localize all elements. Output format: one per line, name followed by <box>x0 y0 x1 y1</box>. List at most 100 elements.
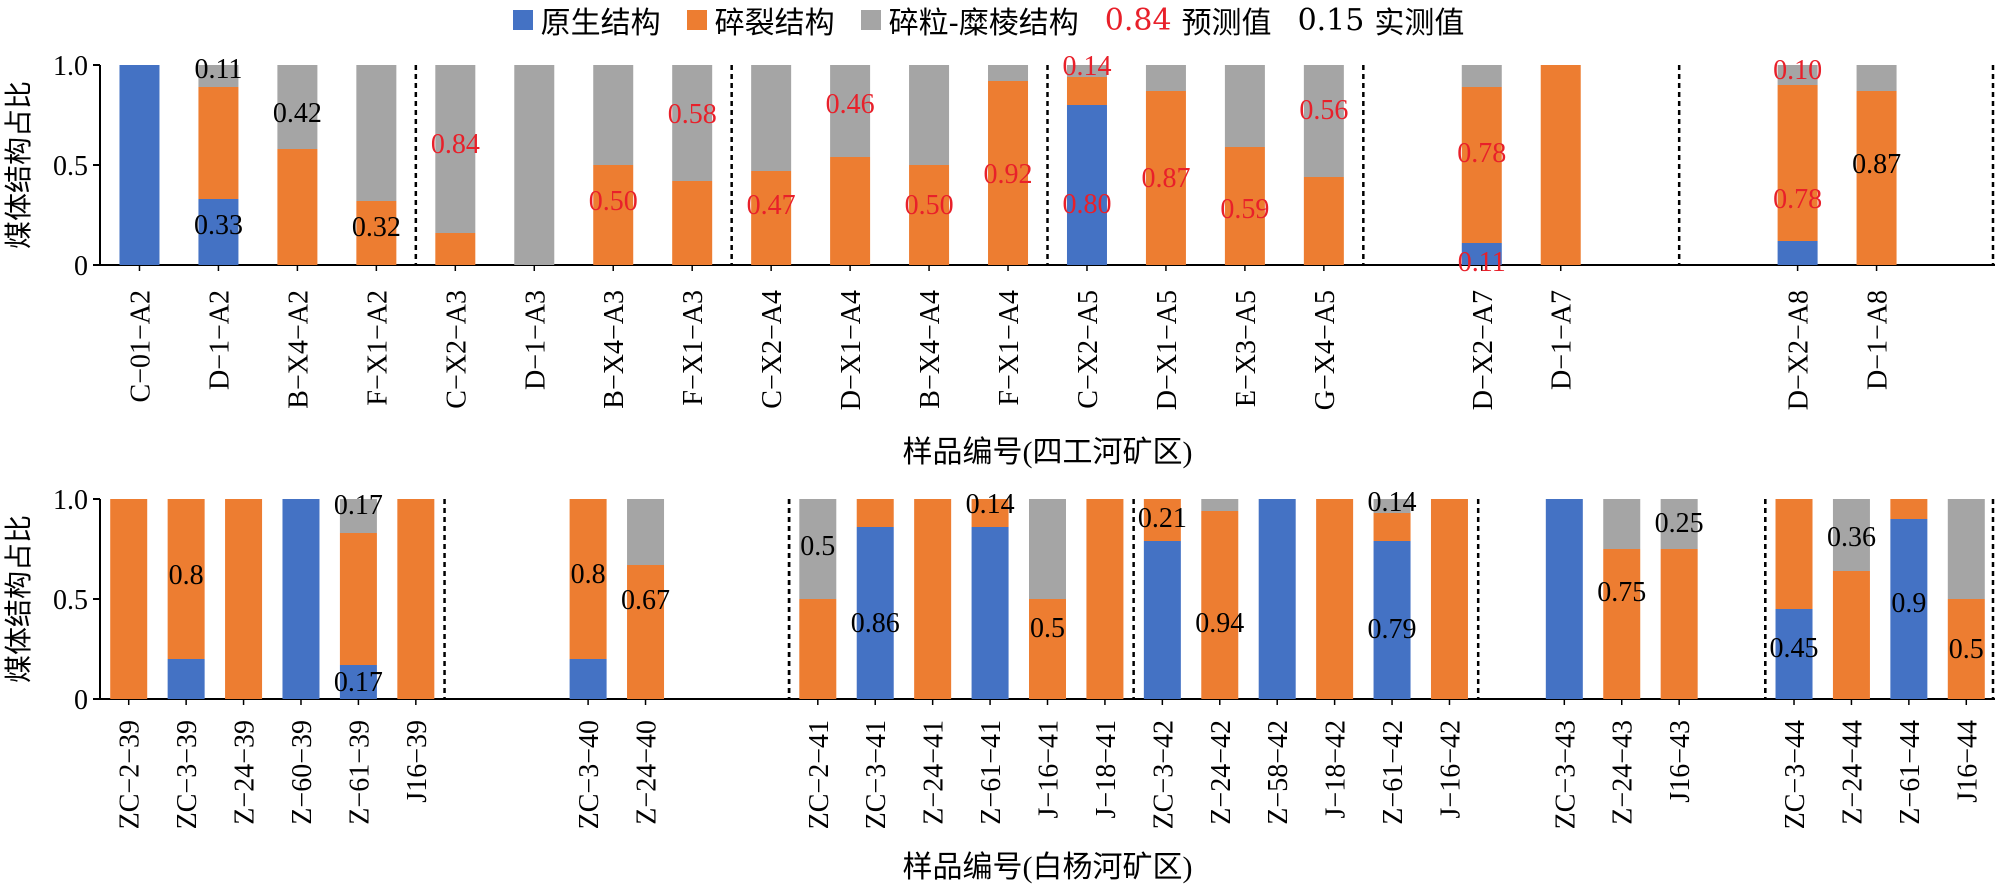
bar-segment-2 <box>593 165 634 265</box>
bar-segment-2 <box>110 499 148 699</box>
legend-item-measured: 0.15 实测值 <box>1298 0 1465 42</box>
bar-segment-3 <box>909 65 950 165</box>
bar-segment-3 <box>1832 499 1870 571</box>
x-tick-label: Z−24−44 <box>1837 720 1868 825</box>
bar-segment-3 <box>988 65 1029 81</box>
bar-segment-3 <box>1201 499 1239 511</box>
y-tick-label: 0 <box>74 251 88 282</box>
bar-segment-1 <box>1890 519 1928 699</box>
bar-segment-2 <box>1373 513 1411 541</box>
legend-label-cataclastic: 碎裂结构 <box>714 6 835 41</box>
bar-segment-3 <box>830 65 871 157</box>
x-tick-label: Z−24−39 <box>230 720 261 825</box>
measured-value-label: 0.45 <box>1770 633 1819 664</box>
measured-value-label: 0.32 <box>352 212 401 243</box>
x-tick-label: J−18−42 <box>1321 720 1352 818</box>
x-tick-label: J16−43 <box>1665 720 1696 803</box>
bar-segment-1 <box>339 665 377 699</box>
legend-item-granulated: 碎粒-糜棱结构 <box>860 0 1079 42</box>
bar-segment-2 <box>914 499 952 699</box>
bar-segment-2 <box>1303 177 1344 265</box>
x-tick-label: ZC−2−39 <box>115 720 146 829</box>
x-tick-label: D−X2−A8 <box>1784 290 1815 410</box>
bar-segment-1 <box>167 659 205 699</box>
y-tick-label: 1.0 <box>53 485 88 516</box>
legend-swatch-cataclastic <box>686 10 707 30</box>
bar-segment-1 <box>1066 105 1107 265</box>
x-tick-label: J16−44 <box>1952 720 1983 803</box>
predicted-value-label: 0.59 <box>1220 194 1269 225</box>
bar-segment-2 <box>1066 77 1107 105</box>
bar-segment-2 <box>356 201 397 265</box>
bar-segment-2 <box>1775 499 1813 609</box>
x-tick-label: C−X2−A3 <box>441 290 472 409</box>
bar-segment-2 <box>830 157 871 265</box>
bar-segment-3 <box>514 65 555 265</box>
x-tick-label: ZC−3−43 <box>1550 720 1581 829</box>
measured-value-label: 0.36 <box>1827 522 1876 553</box>
bar-segment-2 <box>1777 85 1818 241</box>
x-tick-label: Z−61−42 <box>1378 720 1409 825</box>
x-tick-label: E−X3−A5 <box>1231 290 1262 407</box>
bar-segment-2 <box>198 87 239 199</box>
bar-segment-2 <box>277 149 318 265</box>
bar-segment-1 <box>1777 241 1818 265</box>
legend-predicted-sample: 0.84 <box>1104 2 1172 38</box>
y-tick-label: 0.5 <box>53 585 88 616</box>
y-tick-label: 0 <box>74 685 88 716</box>
bar-segment-2 <box>909 165 950 265</box>
x-tick-label: D−1−A2 <box>204 290 235 390</box>
measured-value-label: 0.75 <box>1597 577 1646 608</box>
bar-segment-2 <box>397 499 435 699</box>
x-axis-title: 样品编号(白杨河矿区) <box>903 851 1193 884</box>
predicted-value-label: 0.46 <box>826 89 875 120</box>
x-tick-label: ZC−3−39 <box>172 720 203 829</box>
x-axis-title: 样品编号(四工河矿区) <box>903 436 1193 469</box>
bar-segment-3 <box>593 65 634 165</box>
bar-segment-3 <box>1029 499 1066 599</box>
bar-segment-2 <box>1145 91 1186 265</box>
legend-swatch-primary <box>512 10 533 30</box>
bar-segment-2 <box>167 499 205 659</box>
bar-segment-2 <box>971 499 1009 527</box>
bar-segment-3 <box>339 499 377 533</box>
bar-segment-2 <box>856 499 894 527</box>
bar-segment-1 <box>1143 541 1181 699</box>
predicted-value-label: 0.14 <box>1062 51 1111 82</box>
x-tick-label: D−X2−A7 <box>1468 290 1499 410</box>
bar-segment-2 <box>1660 549 1698 699</box>
bar-segment-2 <box>339 533 377 665</box>
legend-measured-sample: 0.15 <box>1297 2 1365 38</box>
predicted-value-label: 0.50 <box>589 186 638 217</box>
bar-segment-1 <box>1775 609 1813 699</box>
x-tick-label: D−1−A7 <box>1547 290 1578 390</box>
x-tick-label: Z−61−41 <box>976 720 1007 825</box>
measured-value-label: 0.25 <box>1655 508 1704 539</box>
bar-segment-2 <box>799 599 837 699</box>
x-tick-label: D−1−A3 <box>520 290 551 390</box>
predicted-value-label: 0.58 <box>668 99 717 130</box>
bar-segment-2 <box>627 565 665 699</box>
measured-value-label: 0.86 <box>851 608 900 639</box>
x-tick-label: J16−39 <box>402 720 433 803</box>
x-tick-label: Z−61−39 <box>344 720 375 825</box>
x-tick-label: ZC−2−41 <box>804 720 835 829</box>
bar-segment-1 <box>1373 541 1411 699</box>
x-tick-label: Z−24−40 <box>632 720 663 825</box>
legend-item-cataclastic: 碎裂结构 <box>686 0 835 42</box>
x-tick-label: F−X1−A4 <box>994 290 1025 406</box>
bar-segment-2 <box>1832 571 1870 699</box>
predicted-value-label: 0.80 <box>1062 189 1111 220</box>
predicted-value-label: 0.87 <box>1141 163 1190 194</box>
predicted-value-label: 0.78 <box>1457 138 1506 169</box>
bar-segment-1 <box>856 527 894 699</box>
bar-segment-3 <box>435 65 476 233</box>
measured-value-label: 0.94 <box>1195 608 1244 639</box>
bar-segment-2 <box>1603 549 1641 699</box>
measured-value-label: 0.11 <box>194 54 242 85</box>
x-tick-label: J−18−41 <box>1091 720 1122 818</box>
bar-segment-2 <box>1029 599 1066 699</box>
legend-item-predicted: 0.84 预测值 <box>1105 0 1272 42</box>
measured-value-label: 0.8 <box>571 559 606 590</box>
